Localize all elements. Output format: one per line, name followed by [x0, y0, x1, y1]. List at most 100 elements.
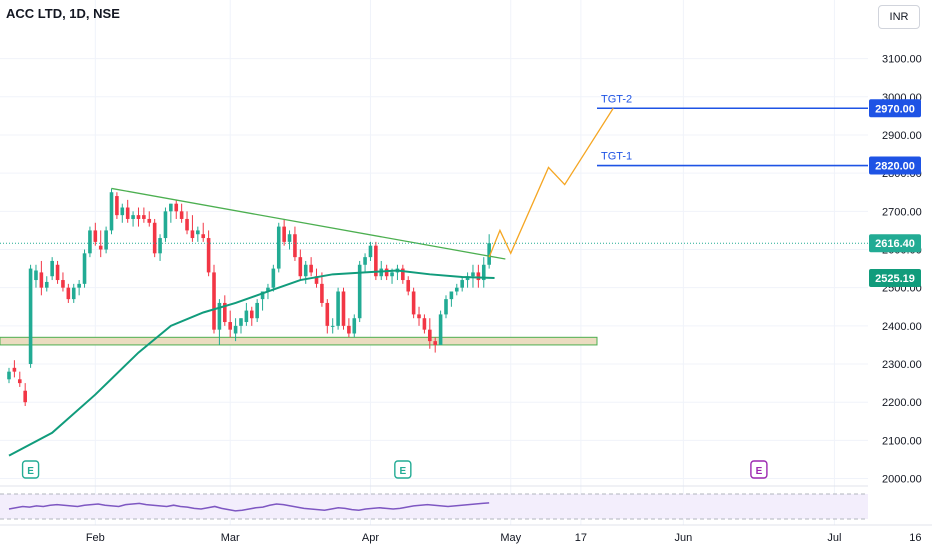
- candle-body: [196, 230, 200, 235]
- candle-body: [406, 280, 411, 292]
- candle-body: [341, 291, 346, 326]
- currency-button[interactable]: INR: [878, 5, 920, 29]
- candle-body: [244, 310, 249, 323]
- chart-grid: [0, 0, 916, 525]
- candle-body: [444, 299, 448, 315]
- candle-body: [136, 215, 141, 219]
- time-tick-label: 17: [575, 532, 587, 544]
- candle-body: [428, 329, 432, 342]
- time-tick-label: Feb: [86, 532, 105, 544]
- candle-body: [390, 272, 394, 277]
- candle-body: [411, 291, 416, 315]
- price-tick-label: 3100.00: [882, 54, 922, 66]
- price-tick-label: 2700.00: [882, 206, 922, 218]
- target-axis-label: 2820.00: [875, 161, 915, 173]
- candle-body: [471, 272, 475, 277]
- moving-average-line: [8, 269, 495, 457]
- candle-body: [330, 325, 335, 327]
- target-axis-tag: [869, 99, 921, 118]
- time-tick-label: Apr: [362, 532, 379, 544]
- candle-body: [50, 260, 54, 277]
- candle-body: [363, 257, 367, 265]
- candle-body: [481, 264, 486, 281]
- candle-body: [325, 302, 330, 326]
- time-tick-label: Mar: [221, 532, 240, 544]
- earnings-marker[interactable]: [394, 460, 412, 479]
- candle-body: [169, 203, 173, 212]
- target-axis-label: 2970.00: [875, 103, 915, 115]
- earnings-marker[interactable]: [750, 460, 768, 479]
- candle-body: [125, 207, 130, 219]
- candle-body: [309, 264, 313, 273]
- candle-body: [293, 234, 297, 258]
- candle-body: [217, 302, 222, 330]
- candle-body: [93, 230, 98, 242]
- price-tick-label: 2000.00: [882, 474, 922, 486]
- candle-body: [104, 230, 108, 250]
- candle-body: [266, 287, 270, 292]
- candle-body: [61, 280, 65, 288]
- candle-body: [179, 211, 184, 219]
- candle-body: [438, 314, 443, 345]
- earnings-marker-label: E: [399, 466, 406, 477]
- candle-body: [34, 270, 38, 281]
- candle-body: [384, 268, 389, 277]
- candle-body: [212, 272, 216, 330]
- candle-body: [276, 226, 281, 269]
- candle-body: [115, 196, 119, 216]
- candle-body: [190, 230, 195, 239]
- time-tick-label: 16: [909, 532, 921, 544]
- candle-body: [66, 287, 71, 300]
- projection-path: [488, 107, 614, 258]
- price-tag: [869, 234, 921, 253]
- candle-body: [298, 257, 303, 277]
- candle-body: [147, 218, 152, 223]
- earnings-marker-label: E: [27, 466, 34, 477]
- candle-body: [71, 287, 76, 300]
- candle-body: [433, 341, 438, 345]
- candle-body: [271, 268, 276, 288]
- price-tag-label: 2525.19: [875, 273, 915, 285]
- time-axis: Feb Mar Apr May 17 Jun Jul 16: [0, 524, 932, 544]
- candle-body: [158, 238, 162, 254]
- candle-body: [120, 207, 125, 216]
- time-tick-label: Jul: [827, 532, 841, 544]
- candle-body: [23, 390, 27, 403]
- candle-body: [249, 310, 254, 319]
- candle-body: [223, 302, 227, 323]
- candle-body: [239, 318, 243, 326]
- candle-body: [28, 268, 33, 365]
- candle-body: [77, 283, 81, 288]
- time-tick-label: Jun: [675, 532, 693, 544]
- price-axis: 2000.002100.002200.002300.002400.002500.…: [868, 0, 932, 550]
- price-tag: [869, 269, 921, 288]
- price-tag-label: 2616.40: [875, 238, 915, 250]
- candle-body: [401, 268, 405, 281]
- candle-body: [476, 272, 481, 281]
- descending-trendline: [111, 187, 506, 260]
- candle-body: [131, 215, 135, 219]
- candle-body: [201, 234, 206, 239]
- price-tick-label: 2300.00: [882, 359, 922, 371]
- candle-body: [336, 291, 340, 326]
- candle-body: [320, 283, 324, 303]
- candle-body: [142, 215, 146, 219]
- candle-body: [17, 379, 22, 384]
- candle-body: [12, 367, 17, 372]
- candle-body: [314, 276, 319, 284]
- candles-layer: [7, 188, 491, 407]
- candle-body: [39, 272, 44, 288]
- earnings-marker[interactable]: [21, 460, 40, 479]
- earnings-marker-label: E: [756, 466, 763, 477]
- candle-body: [368, 245, 373, 258]
- candle-body: [352, 318, 357, 334]
- candle-body: [7, 371, 11, 380]
- time-tick-label: May: [500, 532, 521, 544]
- candle-body: [109, 192, 114, 231]
- target-axis-tag: [869, 156, 921, 175]
- candle-body: [449, 291, 454, 300]
- rsi-line: [8, 502, 490, 512]
- chart-title: ACC LTD, 1D, NSE: [6, 6, 120, 21]
